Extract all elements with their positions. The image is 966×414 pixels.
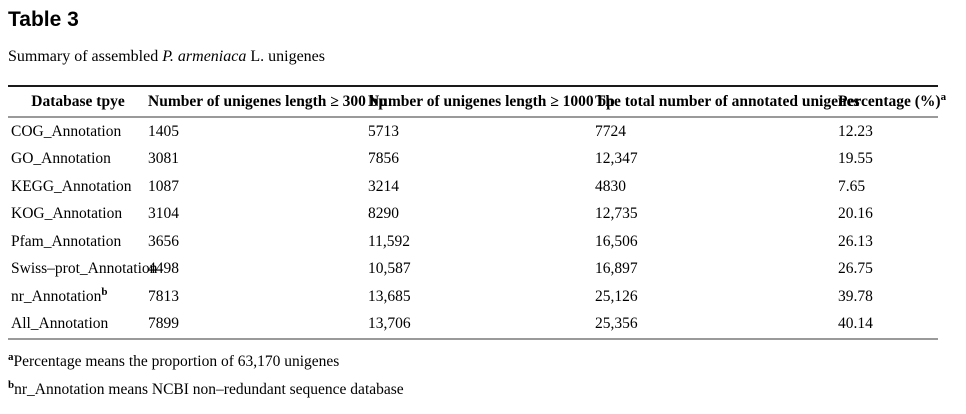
paper-table-page: Table 3 Summary of assembled P. armeniac…: [8, 8, 958, 399]
caption-prefix: Summary of assembled: [8, 48, 163, 65]
table-row: KOG_Annotation 3104 8290 12,735 20.16: [8, 201, 938, 229]
col-header-percentage: Percentage (%)a: [838, 90, 947, 110]
database-cell: Swiss–prot_Annotation: [11, 260, 158, 278]
len1000-cell: 13,685: [368, 287, 411, 305]
len1000-cell: 8290: [368, 205, 399, 223]
table-row: Swiss–prot_Annotation 4498 10,587 16,897…: [8, 256, 938, 284]
species-name: P. armeniaca: [162, 48, 247, 65]
percentage-cell: 26.13: [838, 232, 873, 250]
len1000-cell: 3214: [368, 177, 399, 195]
total-cell: 12,347: [595, 150, 638, 168]
col-header-database: Database tpye: [31, 92, 125, 110]
len300-cell: 3104: [148, 205, 179, 223]
footnote-a-text: Percentage means the proportion of 63,17…: [13, 353, 340, 370]
len300-cell: 7813: [148, 287, 179, 305]
caption-suffix: L. unigenes: [246, 48, 325, 65]
database-cell: KOG_Annotation: [11, 205, 123, 223]
footnote-a-marker: a: [8, 350, 14, 363]
total-cell: 12,735: [595, 205, 638, 223]
len300-cell: 3081: [148, 150, 179, 168]
footnote-b: bnr_Annotation means NCBI non–redundant …: [8, 378, 958, 399]
database-cell: All_Annotation: [11, 315, 109, 333]
total-cell: 16,506: [595, 232, 638, 250]
percentage-cell: 26.75: [838, 260, 873, 278]
database-cell: Pfam_Annotation: [11, 232, 122, 250]
page-title: Table 3: [8, 8, 79, 31]
len300-cell: 4498: [148, 260, 179, 278]
footnote-b-text: nr_Annotation means NCBI non–redundant s…: [14, 381, 404, 398]
col-header-len1000: Number of unigenes length ≥ 1000 bp: [368, 92, 615, 110]
table-caption: Summary of assembled P. armeniaca L. uni…: [8, 47, 958, 66]
database-cell: KEGG_Annotation: [11, 177, 132, 195]
footnote-marker-b: b: [101, 285, 108, 298]
footnote-a: aPercentage means the proportion of 63,1…: [8, 350, 958, 371]
database-cell: GO_Annotation: [11, 150, 111, 168]
header-row: Database tpye Number of unigenes length …: [8, 86, 947, 117]
table-header: Database tpye Number of unigenes length …: [8, 86, 947, 117]
percentage-cell: 7.65: [838, 177, 866, 195]
percentage-cell: 19.55: [838, 150, 873, 168]
col-header-len300: Number of unigenes length ≥ 300 bp: [148, 92, 388, 110]
len1000-cell: 5713: [368, 122, 399, 140]
len1000-cell: 13,706: [368, 315, 411, 333]
len300-cell: 1405: [148, 122, 179, 140]
table-row: Pfam_Annotation 3656 11,592 16,506 26.13: [8, 228, 938, 256]
table-row: All_Annotation 7899 13,706 25,356 40.14: [8, 311, 938, 340]
table-row: COG_Annotation 1405 5713 7724 12.23: [8, 117, 938, 146]
total-cell: 16,897: [595, 260, 638, 278]
len300-cell: 7899: [148, 315, 179, 333]
footnote-marker-a: a: [940, 90, 947, 103]
table-row: KEGG_Annotation 1087 3214 4830 7.65: [8, 173, 938, 201]
table-footnotes: aPercentage means the proportion of 63,1…: [8, 350, 958, 399]
table-row: GO_Annotation 3081 7856 12,347 19.55: [8, 146, 938, 174]
table-body: COG_Annotation 1405 5713 7724 12.23 GO_A…: [8, 117, 938, 339]
total-cell: 25,356: [595, 315, 638, 333]
col-header-total: The total number of annotated unigenes: [595, 92, 860, 110]
total-cell: 25,126: [595, 287, 638, 305]
percentage-cell: 12.23: [838, 122, 873, 140]
len300-cell: 1087: [148, 177, 179, 195]
total-cell: 7724: [595, 122, 626, 140]
percentage-cell: 40.14: [838, 315, 873, 333]
len1000-cell: 7856: [368, 150, 399, 168]
percentage-cell: 20.16: [838, 205, 873, 223]
len300-cell: 3656: [148, 232, 179, 250]
database-cell: COG_Annotation: [11, 122, 122, 140]
table-row: nr_Annotationb 7813 13,685 25,126 39.78: [8, 283, 938, 311]
percentage-cell: 39.78: [838, 287, 873, 305]
len1000-cell: 10,587: [368, 260, 411, 278]
total-cell: 4830: [595, 177, 626, 195]
database-cell: nr_Annotationb: [11, 285, 108, 305]
footnote-b-marker: b: [8, 378, 15, 391]
unigene-summary-table: Database tpye Number of unigenes length …: [8, 85, 947, 340]
len1000-cell: 11,592: [368, 232, 411, 250]
